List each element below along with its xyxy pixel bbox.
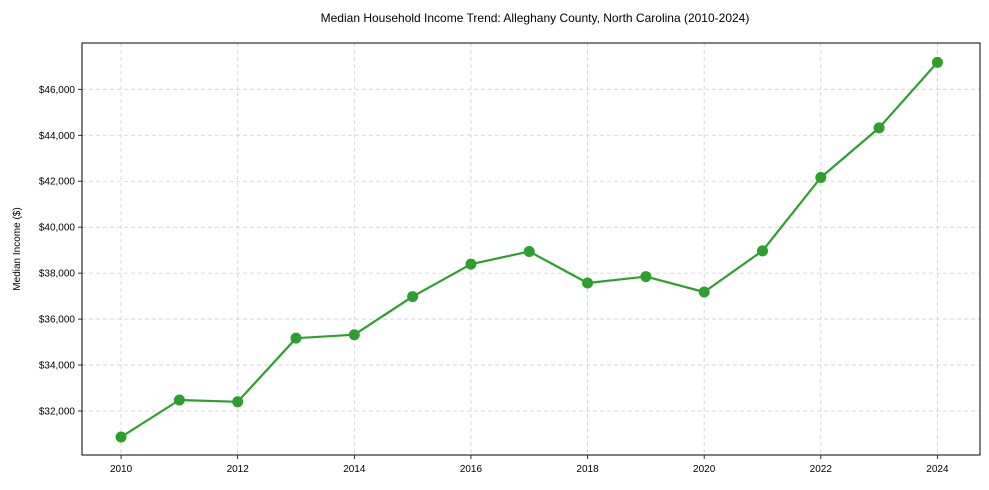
data-point-marker bbox=[698, 286, 710, 298]
data-point-marker bbox=[232, 396, 244, 408]
y-tick-label: $46,000 bbox=[39, 85, 76, 96]
y-tick-label: $34,000 bbox=[39, 361, 76, 372]
data-point-marker bbox=[640, 271, 652, 283]
y-axis: $32,000 $34,000 $36,000 $38,000 $40,000 $42,0… bbox=[39, 85, 82, 417]
data-point-marker bbox=[873, 122, 885, 134]
x-tick-label: 2020 bbox=[693, 464, 716, 475]
x-tick-label: 2016 bbox=[460, 464, 483, 475]
data-point-marker bbox=[931, 56, 943, 68]
data-point-marker bbox=[465, 258, 477, 270]
y-tick-label: $42,000 bbox=[39, 177, 76, 188]
data-point-marker bbox=[115, 431, 127, 443]
y-tick-label: $36,000 bbox=[39, 315, 76, 326]
data-point-marker bbox=[815, 172, 827, 184]
x-tick-label: 2024 bbox=[926, 464, 949, 475]
data-series bbox=[115, 56, 943, 443]
data-point-marker bbox=[290, 332, 302, 344]
y-tick-label: $40,000 bbox=[39, 223, 76, 234]
x-tick-label: 2014 bbox=[343, 464, 366, 475]
data-point-marker bbox=[173, 394, 185, 406]
y-tick-label: $44,000 bbox=[39, 131, 76, 142]
data-point-marker bbox=[407, 291, 419, 303]
y-axis-label: Median Income ($) bbox=[12, 207, 23, 290]
x-tick-label: 2018 bbox=[576, 464, 599, 475]
chart-title: Median Household Income Trend: Alleghany… bbox=[321, 11, 750, 25]
data-point-marker bbox=[348, 329, 360, 341]
data-point-marker bbox=[756, 245, 768, 257]
x-tick-label: 2010 bbox=[110, 464, 133, 475]
y-tick-label: $38,000 bbox=[39, 269, 76, 280]
y-tick-label: $32,000 bbox=[39, 406, 76, 417]
plot-area-frame bbox=[81, 42, 981, 456]
x-tick-label: 2012 bbox=[227, 464, 250, 475]
x-axis: 2010 2012 2014 2016 2018 2020 2022 2024 bbox=[110, 455, 949, 475]
x-tick-label: 2022 bbox=[810, 464, 833, 475]
grid-lines bbox=[82, 43, 980, 455]
data-point-marker bbox=[582, 277, 594, 289]
data-point-marker bbox=[523, 246, 535, 258]
